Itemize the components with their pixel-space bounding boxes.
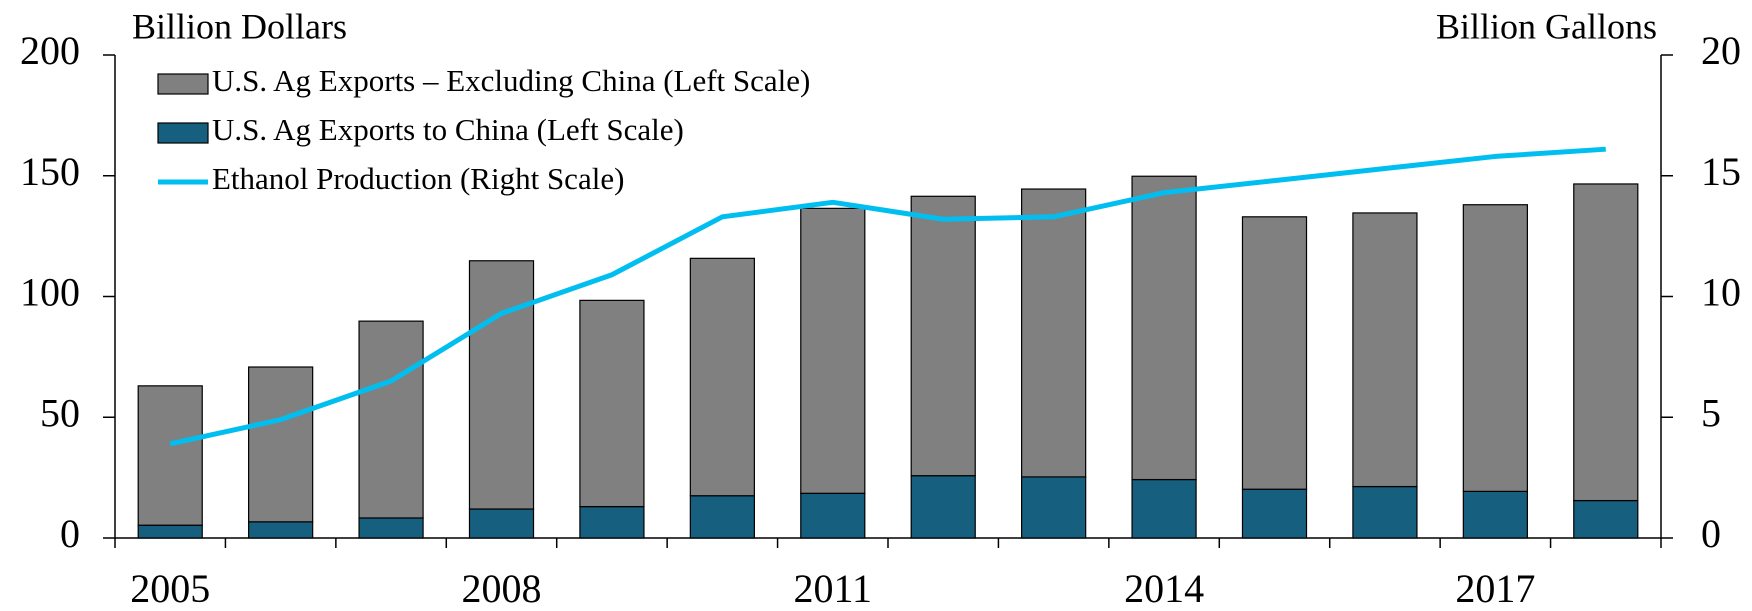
y-tick-label: 0 (60, 511, 80, 556)
bar (1462, 204, 1528, 492)
x-tick-label: 2011 (794, 566, 873, 611)
bar (579, 299, 645, 508)
y-tick-label: 150 (20, 149, 80, 194)
y2-axis-label: Billion Gallons (1436, 6, 1657, 46)
bar (1462, 490, 1528, 539)
bar (689, 257, 755, 497)
x-tick-label: 2008 (462, 566, 542, 611)
bar (1573, 183, 1639, 502)
bar (1573, 499, 1639, 539)
bar (1021, 188, 1087, 478)
bar (468, 260, 535, 510)
legend-swatch (157, 73, 209, 95)
bar (1131, 478, 1197, 539)
bar (248, 366, 314, 523)
y-tick-label: 200 (20, 28, 80, 73)
y2-tick-label: 10 (1701, 270, 1741, 315)
bar (800, 492, 866, 539)
bar (137, 385, 203, 526)
bar (1021, 476, 1087, 539)
bar (1352, 212, 1418, 488)
x-tick-label: 2014 (1124, 566, 1204, 611)
bar (358, 517, 424, 539)
bar (1352, 485, 1418, 539)
y2-tick-label: 20 (1701, 28, 1741, 73)
legend-label: U.S. Ag Exports to China (Left Scale) (212, 112, 684, 147)
y-axis-label: Billion Dollars (132, 6, 347, 46)
bar (468, 508, 535, 539)
bar (1241, 488, 1308, 539)
bar (800, 207, 866, 494)
bar (579, 506, 645, 539)
bar (1241, 216, 1308, 490)
y2-tick-label: 5 (1701, 390, 1721, 435)
line (169, 146, 1606, 447)
legend-label: Ethanol Production (Right Scale) (212, 161, 624, 196)
bar (910, 195, 976, 477)
x-tick-label: 2017 (1455, 566, 1535, 611)
legend-label: U.S. Ag Exports – Excluding China (Left … (212, 63, 810, 98)
bar (689, 495, 755, 539)
y-tick-label: 50 (40, 390, 80, 435)
legend-swatch (157, 122, 209, 144)
bar (910, 475, 976, 539)
y2-tick-label: 15 (1701, 149, 1741, 194)
x-tick-label: 2005 (130, 566, 210, 611)
bar (1131, 175, 1197, 481)
y-tick-label: 100 (20, 270, 80, 315)
bar (248, 521, 314, 539)
bar (137, 524, 203, 539)
y2-tick-label: 0 (1701, 511, 1721, 556)
bar (358, 320, 424, 519)
